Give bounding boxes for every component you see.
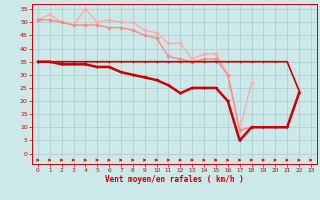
X-axis label: Vent moyen/en rafales ( km/h ): Vent moyen/en rafales ( km/h ) (105, 175, 244, 184)
